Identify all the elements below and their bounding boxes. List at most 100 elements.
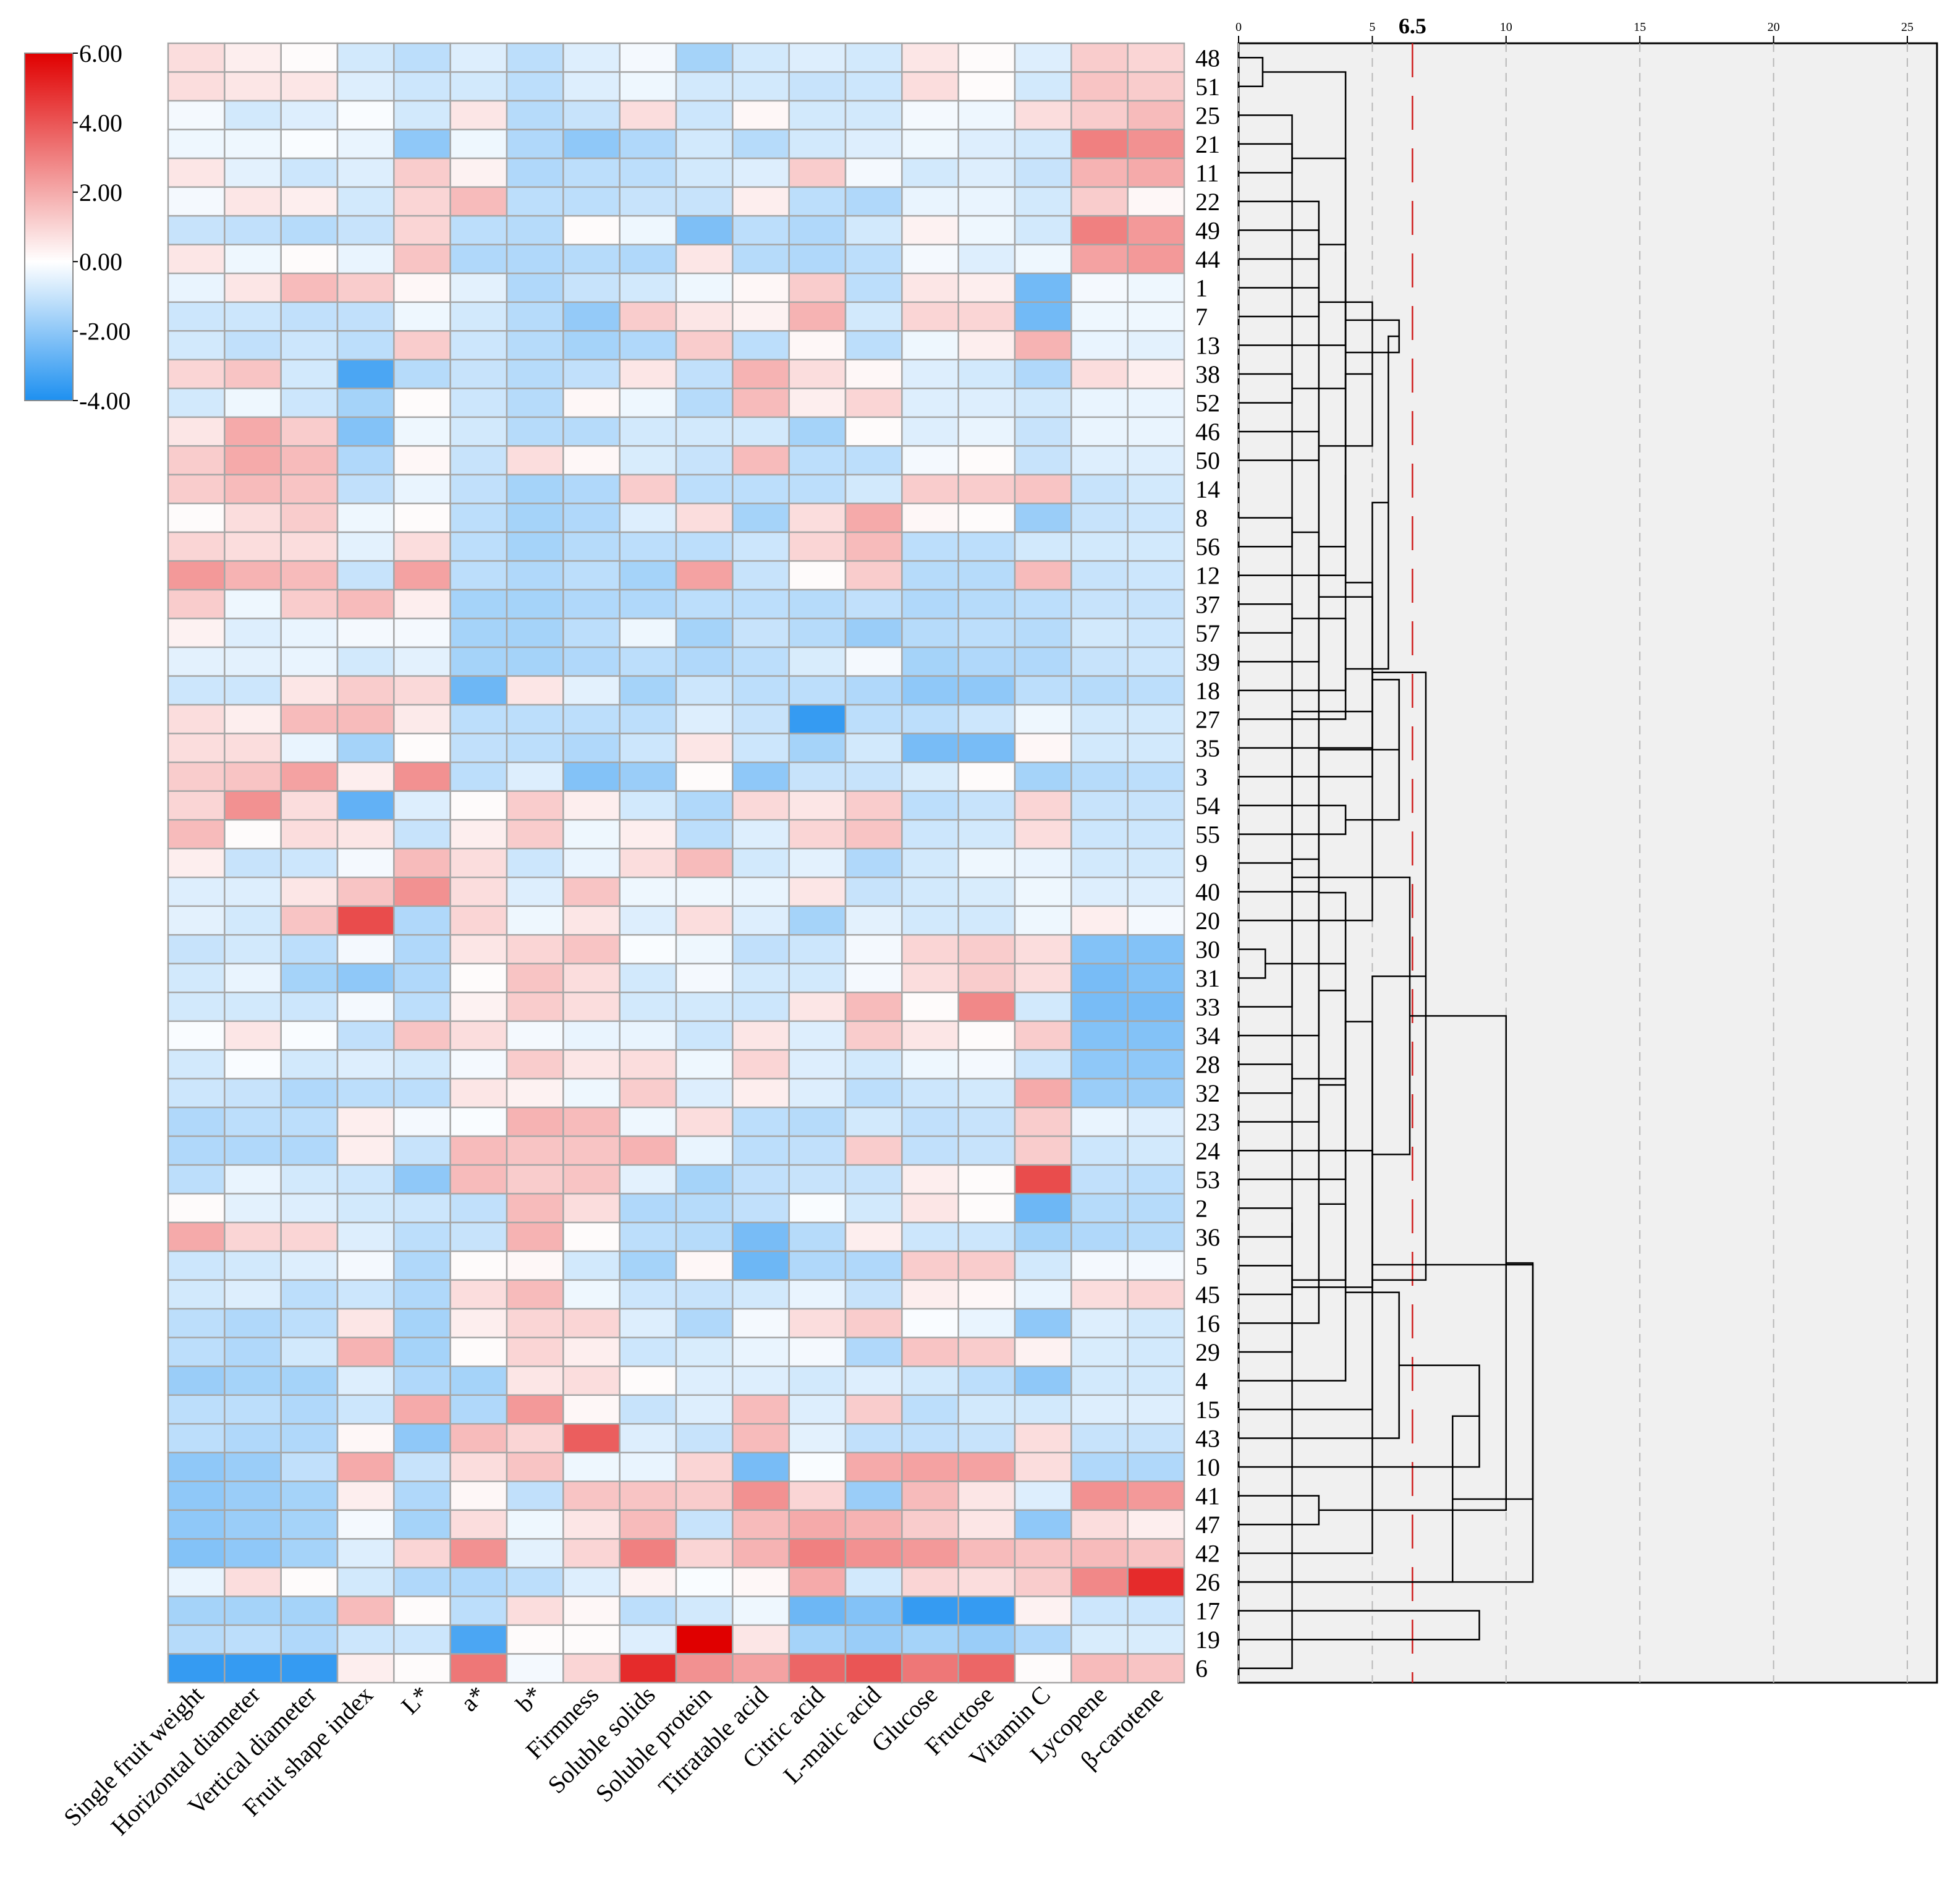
heatmap-cell xyxy=(1127,992,1185,1022)
heatmap-cell xyxy=(449,388,508,419)
heatmap-cell xyxy=(280,1538,339,1569)
heatmap-cell xyxy=(562,675,621,706)
heatmap-cell xyxy=(167,42,226,73)
heatmap-cell xyxy=(562,1307,621,1338)
heatmap-cell xyxy=(562,1107,621,1137)
heatmap-cell xyxy=(1070,1451,1129,1482)
row-label: 24 xyxy=(1195,1137,1220,1165)
heatmap-cell xyxy=(506,71,564,102)
heatmap-cell xyxy=(167,531,226,562)
heatmap-cell xyxy=(901,646,959,677)
heatmap-cell xyxy=(1014,1566,1072,1597)
heatmap-cell xyxy=(619,215,677,245)
heatmap-cell xyxy=(449,100,508,130)
heatmap-cell xyxy=(788,272,847,303)
heatmap-cell xyxy=(1014,1107,1072,1137)
heatmap-cell xyxy=(732,992,790,1022)
row-label: 43 xyxy=(1195,1425,1220,1453)
heatmap-cell xyxy=(562,1192,621,1223)
heatmap-cell xyxy=(844,416,903,447)
heatmap-cell xyxy=(167,1365,226,1396)
heatmap-cell xyxy=(788,301,847,332)
heatmap-cell xyxy=(1070,474,1129,504)
heatmap-cell xyxy=(957,560,1016,591)
heatmap-cell xyxy=(167,761,226,792)
row-label: 50 xyxy=(1195,447,1220,475)
heatmap-cell xyxy=(732,1250,790,1281)
heatmap-cell xyxy=(901,1279,959,1310)
heatmap-cell xyxy=(224,646,282,677)
heatmap-cell xyxy=(449,186,508,217)
heatmap-cell xyxy=(449,675,508,706)
heatmap-cell xyxy=(336,1020,395,1051)
row-label: 39 xyxy=(1195,648,1220,676)
heatmap-cell xyxy=(957,129,1016,159)
heatmap-cell xyxy=(957,1596,1016,1626)
heatmap-cell xyxy=(562,1135,621,1166)
heatmap-cell xyxy=(788,877,847,907)
heatmap-cell xyxy=(449,589,508,619)
heatmap-cell xyxy=(393,215,451,245)
heatmap-cell xyxy=(449,963,508,993)
heatmap-cell xyxy=(675,761,734,792)
heatmap-cell xyxy=(1070,1222,1129,1252)
heatmap-cell xyxy=(393,1192,451,1223)
row-label: 32 xyxy=(1195,1079,1220,1107)
heatmap-cell xyxy=(675,474,734,504)
heatmap-cell xyxy=(167,215,226,245)
heatmap-cell xyxy=(280,1135,339,1166)
heatmap-cell xyxy=(1127,272,1185,303)
heatmap-cell xyxy=(844,1423,903,1454)
heatmap-cell xyxy=(844,531,903,562)
heatmap-cell xyxy=(1014,531,1072,562)
heatmap-cell xyxy=(1014,272,1072,303)
heatmap-cell xyxy=(336,531,395,562)
heatmap-cell xyxy=(1014,503,1072,533)
heatmap-cell xyxy=(901,1164,959,1195)
heatmap-cell xyxy=(732,157,790,188)
row-label: 14 xyxy=(1195,475,1220,503)
heatmap-cell xyxy=(336,1538,395,1569)
heatmap-cell xyxy=(1127,675,1185,706)
heatmap-cell xyxy=(732,818,790,849)
heatmap-cell xyxy=(167,1164,226,1195)
heatmap-cell xyxy=(732,1049,790,1080)
heatmap-cell xyxy=(506,992,564,1022)
heatmap-cell xyxy=(562,818,621,849)
heatmap-cell xyxy=(732,1020,790,1051)
heatmap-cell xyxy=(449,157,508,188)
heatmap-cell xyxy=(675,934,734,965)
heatmap-cell xyxy=(1127,1538,1185,1569)
heatmap-cell xyxy=(506,416,564,447)
heatmap-cell xyxy=(675,244,734,274)
heatmap-cell xyxy=(619,1337,677,1367)
heatmap-cell xyxy=(1014,1337,1072,1367)
heatmap-cell xyxy=(732,301,790,332)
heatmap-cell xyxy=(449,272,508,303)
heatmap-cell xyxy=(1014,100,1072,130)
heatmap-cell xyxy=(506,877,564,907)
heatmap-cell xyxy=(844,618,903,648)
heatmap-cell xyxy=(619,589,677,619)
heatmap-cell xyxy=(280,474,339,504)
heatmap-cell xyxy=(675,100,734,130)
dendrogram-axis-tick-label: 15 xyxy=(1634,20,1646,34)
heatmap-cell xyxy=(562,244,621,274)
heatmap-cell xyxy=(1070,71,1129,102)
heatmap-cell xyxy=(957,330,1016,361)
heatmap-cell xyxy=(675,1077,734,1108)
heatmap-cell xyxy=(506,1509,564,1540)
row-label: 19 xyxy=(1195,1626,1220,1654)
heatmap-cell xyxy=(619,1279,677,1310)
heatmap-cell xyxy=(1070,1624,1129,1655)
heatmap-cell xyxy=(167,1307,226,1338)
heatmap-cell xyxy=(1070,646,1129,677)
heatmap-cell xyxy=(449,445,508,476)
heatmap-cell xyxy=(336,503,395,533)
heatmap-cell xyxy=(619,186,677,217)
heatmap-cell xyxy=(788,445,847,476)
heatmap-cell xyxy=(449,129,508,159)
heatmap-cell xyxy=(562,1222,621,1252)
heatmap-cell xyxy=(1127,1250,1185,1281)
heatmap-cell xyxy=(506,1566,564,1597)
